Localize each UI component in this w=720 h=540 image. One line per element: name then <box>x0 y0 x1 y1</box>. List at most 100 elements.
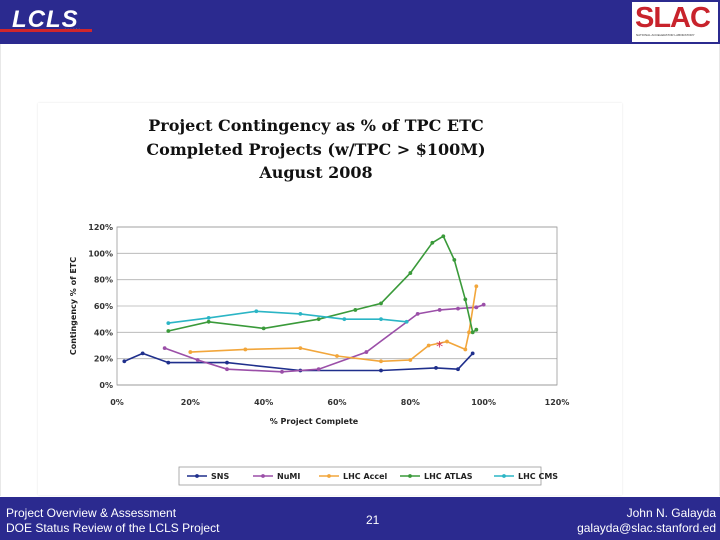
legend-box <box>178 466 542 486</box>
y-axis-label: Contingency % of ETC <box>69 257 78 355</box>
legend-swatch-marker <box>502 474 506 478</box>
chart-title-line: Project Contingency as % of TPC ETC <box>148 116 483 135</box>
data-point-lhc-accel <box>379 359 383 364</box>
footer-presentation-title: Project Overview & Assessment <box>6 506 177 520</box>
x-tick-label: 0% <box>110 398 124 407</box>
data-point-lhc-accel <box>426 343 431 348</box>
data-point-lhc-atlas <box>452 258 457 262</box>
data-point-lhc-cms <box>298 312 303 316</box>
footer-review-title: DOE Status Review of the LCLS Project <box>6 521 220 535</box>
lcls-logo: LCLS <box>12 6 79 33</box>
legend-swatch-marker <box>261 474 265 478</box>
contingency-chart: Project Contingency as % of TPC ETC Compl… <box>69 116 570 486</box>
data-point-lhc-accel <box>408 358 413 362</box>
slac-logo-box: SLAC NATIONAL ACCELERATOR LABORATORY <box>632 2 718 42</box>
footer-presenter-email: galayda@slac.stanford.ed <box>577 521 716 535</box>
y-tick-label: 60% <box>94 302 113 311</box>
series-line-lhc-accel <box>190 286 478 363</box>
data-point-lhc-atlas <box>430 240 435 245</box>
x-tick-label: 80% <box>401 398 420 407</box>
data-point-lhc-atlas <box>166 329 171 333</box>
x-axis-label: % Project Complete <box>270 417 359 426</box>
footer-left: Project Overview & Assessment DOE Status… <box>6 506 219 536</box>
data-point-lhc-accel <box>474 284 479 289</box>
legend-swatch-marker <box>408 474 412 478</box>
data-point-lhc-atlas <box>474 327 479 332</box>
lcls-logo-underline <box>0 29 92 32</box>
data-point-numi <box>481 302 486 307</box>
data-point-lhc-atlas <box>316 317 321 322</box>
legend-swatch-marker <box>195 474 199 478</box>
data-point-sns <box>470 351 475 356</box>
data-point-sns <box>379 368 383 373</box>
x-tick-label: 120% <box>545 398 570 407</box>
legend-swatch-marker <box>327 474 331 478</box>
data-point-lhc-accel <box>335 354 339 358</box>
data-point-numi <box>280 369 284 374</box>
legend-label: SNS <box>211 472 229 481</box>
data-point-numi <box>474 305 479 310</box>
chart-title-line: Completed Projects (w/TPC > $100M) <box>146 140 485 159</box>
plot-area-border <box>116 226 558 386</box>
page-number: 21 <box>366 513 380 527</box>
data-point-numi <box>195 358 200 362</box>
data-point-lhc-atlas <box>408 271 413 275</box>
data-point-numi <box>456 306 460 311</box>
footer-bar: Project Overview & Assessment DOE Status… <box>0 497 720 540</box>
x-tick-label: 40% <box>254 398 273 407</box>
series-line-lhc-cms <box>168 310 407 324</box>
data-point-lhc-atlas <box>441 234 446 239</box>
y-tick-label: 0% <box>99 381 113 390</box>
legend-label: LHC CMS <box>518 472 558 481</box>
data-point-sns <box>434 365 438 370</box>
series-line-numi <box>164 303 484 373</box>
data-point-sns <box>166 360 171 365</box>
data-point-lhc-cms <box>166 321 171 326</box>
footer-presenter-name: John N. Galayda <box>626 506 716 520</box>
data-point-sns <box>225 360 229 365</box>
data-point-lhc-accel <box>445 339 449 344</box>
data-point-lhc-atlas <box>463 297 468 302</box>
data-point-numi <box>162 346 167 351</box>
data-point-sns <box>122 359 127 364</box>
y-tick-label: 120% <box>88 223 113 232</box>
data-point-lhc-accel <box>463 347 468 352</box>
chart-title-line: August 2008 <box>258 163 372 182</box>
data-point-lhc-atlas <box>470 330 475 335</box>
data-point-lhc-atlas <box>353 308 358 312</box>
data-point-sns <box>140 351 145 356</box>
data-point-lhc-cms <box>404 319 409 324</box>
data-point-numi <box>364 350 369 354</box>
data-point-numi <box>316 367 321 372</box>
data-point-lhc-atlas <box>261 326 266 331</box>
slac-logo-subtitle: NATIONAL ACCELERATOR LABORATORY <box>636 33 695 37</box>
x-tick-label: 60% <box>327 398 346 407</box>
legend-label: LHC Accel <box>343 472 388 481</box>
y-tick-label: 80% <box>94 276 113 285</box>
y-tick-label: 20% <box>94 355 113 364</box>
data-point-lhc-cms <box>379 317 383 322</box>
data-point-lhc-accel <box>298 346 303 351</box>
chart-panel: Project Contingency as % of TPC ETC Compl… <box>38 103 622 495</box>
data-point-lhc-cms <box>206 315 211 320</box>
x-tick-label: 20% <box>181 398 200 407</box>
data-point-lhc-cms <box>254 309 259 314</box>
x-tick-label: 100% <box>471 398 496 407</box>
y-tick-label: 100% <box>88 249 113 258</box>
header-bar: LCLS ...... SLAC NATIONAL ACCELERATOR LA… <box>0 0 720 44</box>
data-point-sns <box>456 367 460 372</box>
data-point-lhc-atlas <box>206 319 211 324</box>
data-point-lhc-accel <box>467 330 471 335</box>
data-point-numi <box>437 308 442 312</box>
data-point-lhc-atlas <box>379 301 383 306</box>
legend-label: LHC ATLAS <box>424 472 473 481</box>
data-point-numi <box>415 312 420 316</box>
series-line-sns <box>123 352 474 372</box>
legend-label: NuMI <box>277 472 300 481</box>
lcls-logo-dots: ...... <box>64 22 81 33</box>
slac-logo: SLAC <box>635 2 711 34</box>
footer-right: John N. Galayda galayda@slac.stanford.ed <box>577 506 716 536</box>
data-point-lhc-cms <box>342 317 347 322</box>
data-point-numi <box>225 367 229 372</box>
annotation-marker: * <box>436 340 443 356</box>
